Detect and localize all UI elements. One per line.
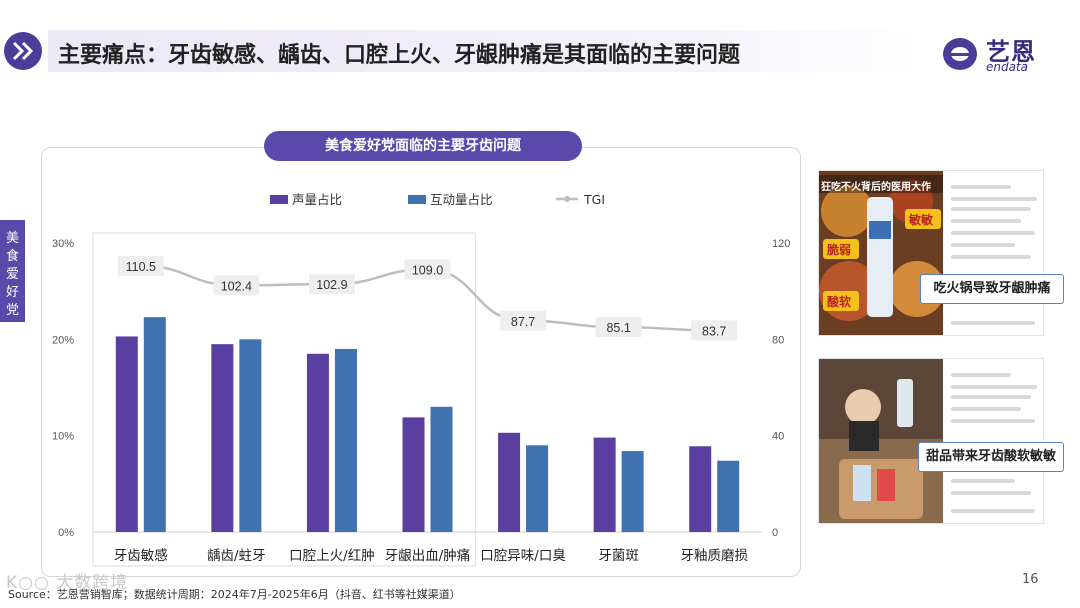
legend-label: TGI <box>583 192 605 207</box>
callout-label: 甜品带来牙齿酸软敏敏 <box>918 442 1064 472</box>
brand-name-en: endata <box>986 60 1029 74</box>
bar-interaction <box>334 348 357 532</box>
x-tick-label: 龋齿/蛀牙 <box>207 548 266 564</box>
dessert-photo <box>819 359 943 523</box>
tgi-label-bg <box>691 320 738 341</box>
bar-volume <box>115 336 138 532</box>
y-right-tick-label: 0 <box>772 527 778 539</box>
bar-interaction <box>239 339 262 532</box>
y-right-tick-label: 40 <box>772 431 784 443</box>
tgi-data-label: 102.4 <box>221 279 252 293</box>
tgi-data-label: 109.0 <box>412 263 443 277</box>
bar-interaction <box>621 451 644 532</box>
endata-logo-icon <box>943 38 977 70</box>
page-number: 16 <box>1022 572 1039 587</box>
bar-interaction <box>143 317 166 532</box>
double-chevron-icon <box>4 32 42 70</box>
y-right-tick-label: 80 <box>772 334 784 346</box>
social-post-image-2 <box>818 358 1044 524</box>
photo-overlay-word: 脆弱 <box>827 243 852 257</box>
tgi-label-bg <box>404 259 451 280</box>
side-tab: 美食爱好党 <box>0 220 25 322</box>
chart-title: 美食爱好党面临的主要牙齿问题 <box>264 131 582 161</box>
tgi-label-bg <box>308 274 355 295</box>
side-tab-label: 美食爱好党 <box>5 231 19 318</box>
hotpot-photo <box>819 171 943 335</box>
tgi-data-label: 102.9 <box>316 278 347 292</box>
chart: 0% 10% 20% 30% 0 40 80 120 牙齿敏感 龋齿/蛀牙 口腔上火/红肿 牙龈出血/… <box>52 192 790 567</box>
brand-name-cn: 艺恩 <box>986 38 1036 66</box>
legend-label: 声量占比 <box>292 192 342 207</box>
callout-label: 吃火锅导致牙龈肿痛 <box>920 274 1064 304</box>
bar-interaction <box>717 460 740 532</box>
photo-overlay-text: 狂吃不火背后的医用大作 <box>821 182 931 193</box>
tgi-data-label: 83.7 <box>702 324 726 338</box>
legend-swatch <box>270 195 288 204</box>
bar-volume <box>402 417 425 532</box>
tgi-data-label: 110.5 <box>126 260 156 274</box>
photo-overlay-word: 敏敏 <box>909 213 934 227</box>
x-tick-label: 牙菌斑 <box>598 548 639 564</box>
highlight-box <box>92 232 476 567</box>
source-note: Source：艺恩营销智库；数据统计周期：2024年7月-2025年6月（抖音、… <box>8 588 461 601</box>
y-left-tick-label: 10% <box>52 431 74 443</box>
legend-label: 互动量占比 <box>430 192 493 207</box>
bar-volume <box>593 437 616 532</box>
tgi-data-label: 87.7 <box>511 315 535 329</box>
bar-volume <box>498 432 521 532</box>
social-post-image-1: 狂吃不火背后的医用大作 脆弱 敏敏 酸软 <box>818 170 1044 336</box>
tgi-label-bg <box>213 275 260 296</box>
tgi-data-label: 85.1 <box>606 321 630 335</box>
tgi-label-bg <box>500 310 547 331</box>
y-left-tick-label: 20% <box>52 334 74 346</box>
bar-interaction <box>430 406 453 532</box>
tgi-label-bg <box>117 255 164 276</box>
post-text-placeholder <box>943 171 1043 335</box>
x-tick-label: 牙齿敏感 <box>114 547 168 564</box>
brand-logo: 艺恩 endata <box>940 34 1050 74</box>
bar-interaction <box>526 445 549 532</box>
photo-overlay-word: 酸软 <box>827 295 852 309</box>
x-tick-label: 牙龈出血/肿痛 <box>385 547 471 564</box>
x-tick-label: 口腔异味/口臭 <box>480 548 566 564</box>
bar-volume <box>306 353 329 532</box>
y-right-tick-label: 120 <box>772 238 790 250</box>
bar-volume <box>211 344 234 532</box>
legend-marker <box>564 196 570 202</box>
bar-volume <box>689 446 712 532</box>
y-left-tick-label: 0% <box>58 527 74 539</box>
header-bar <box>48 30 918 72</box>
x-tick-label: 口腔上火/红肿 <box>289 548 375 564</box>
tgi-label-bg <box>595 317 642 338</box>
x-tick-label: 牙釉质磨损 <box>680 548 748 564</box>
post-text-placeholder <box>943 359 1043 523</box>
watermark: K○○ 大数跨境 <box>6 573 129 593</box>
legend-swatch <box>408 195 426 204</box>
page-title: 主要痛点：牙齿敏感、龋齿、口腔上火、牙龈肿痛是其面临的主要问题 <box>58 43 741 68</box>
y-left-tick-label: 30% <box>52 238 74 250</box>
